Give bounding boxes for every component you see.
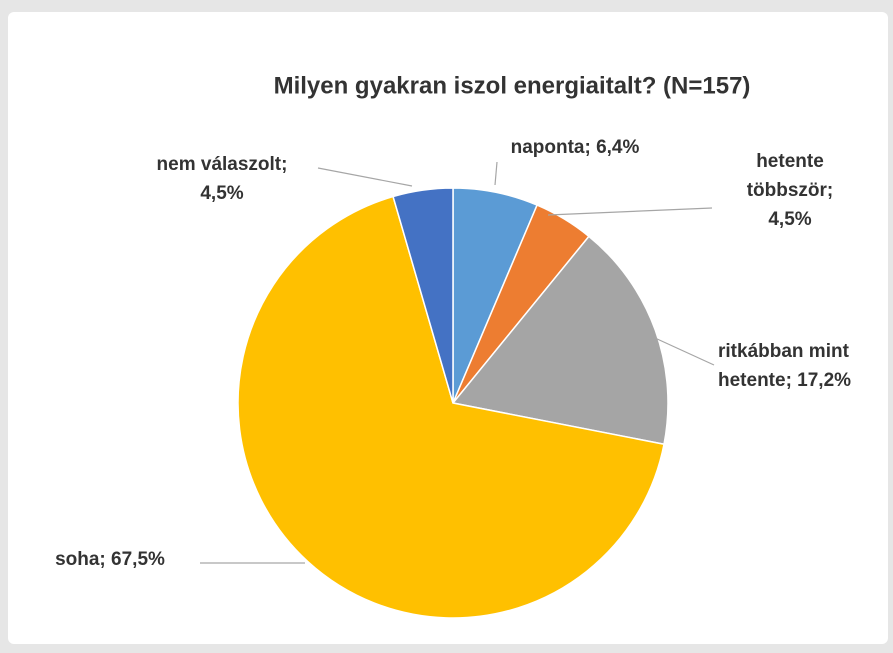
data-label: 4,5% <box>200 183 243 204</box>
leader-line <box>654 337 715 366</box>
data-label: 4,5% <box>768 209 811 230</box>
pie-slice <box>451 235 669 446</box>
data-label: többször; <box>747 180 834 201</box>
pie-slice <box>392 187 454 404</box>
data-label: naponta; 6,4% <box>511 137 640 158</box>
data-label: nem válaszolt; <box>157 154 288 175</box>
leader-line <box>317 167 413 187</box>
data-label: hetente <box>756 151 824 172</box>
pie-slice <box>237 195 665 619</box>
leader-line <box>494 161 498 186</box>
chart-title: Milyen gyakran iszol energiaitalt? (N=15… <box>274 72 751 99</box>
data-label: ritkábban mint <box>718 341 850 362</box>
data-label: soha; 67,5% <box>55 549 165 570</box>
leader-line <box>547 207 713 216</box>
data-label: hetente; 17,2% <box>718 370 851 391</box>
